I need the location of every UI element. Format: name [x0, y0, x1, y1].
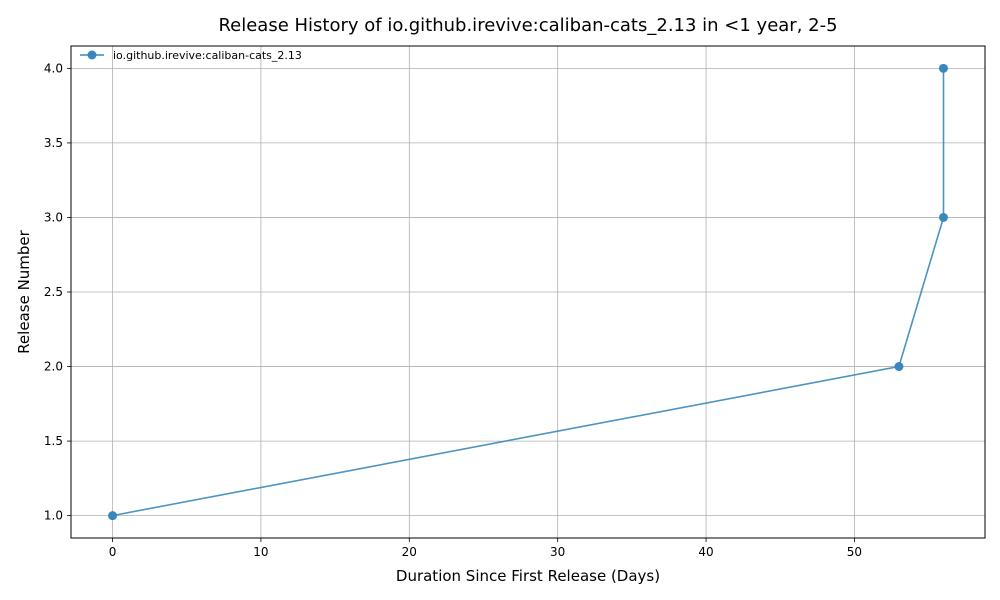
- y-tick-label-6: 4.0: [44, 61, 63, 75]
- axis-ticks: 0 10 20 30 40 50 1.0 1.5 2.0 2.5 3.0 3.5 4.0: [44, 61, 862, 559]
- x-tick-label-0: 0: [109, 545, 117, 559]
- data-point-0-2: [938, 212, 948, 222]
- x-tick-label-2: 20: [402, 545, 417, 559]
- y-axis-label: Release Number: [15, 229, 33, 353]
- plot-frame: [70, 45, 986, 539]
- series-layer: [108, 63, 948, 521]
- legend-marker: [87, 50, 97, 60]
- series-line-0: [112, 68, 945, 517]
- chart-title: Release History of io.github.irevive:cal…: [218, 15, 837, 36]
- y-tick-label-1: 1.5: [44, 434, 63, 448]
- y-tick-label-5: 3.5: [44, 136, 63, 150]
- y-tick-label-0: 1.0: [44, 509, 63, 523]
- y-tick-label-4: 3.0: [44, 210, 63, 224]
- y-tick-label-3: 2.5: [44, 285, 63, 299]
- data-point-0-1: [894, 362, 904, 372]
- x-tick-label-4: 40: [698, 545, 713, 559]
- x-tick-label-5: 50: [847, 545, 862, 559]
- data-point-0-0: [108, 511, 118, 521]
- x-tick-label-1: 10: [253, 545, 268, 559]
- legend-label: io.github.irevive:caliban-cats_2.13: [113, 49, 302, 62]
- legend: io.github.irevive:caliban-cats_2.13: [80, 49, 302, 62]
- grid: [71, 46, 985, 538]
- y-tick-label-2: 2.0: [44, 360, 63, 374]
- data-point-0-3: [938, 63, 948, 73]
- x-tick-label-3: 30: [550, 545, 565, 559]
- x-axis-label: Duration Since First Release (Days): [396, 567, 660, 585]
